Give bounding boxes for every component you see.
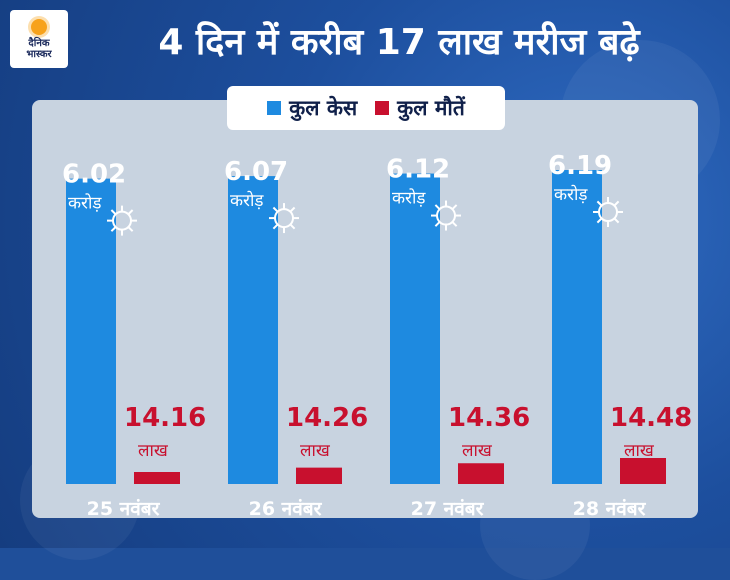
virus-icon-spike (613, 200, 620, 207)
cases-unit-label: करोड़ (554, 184, 588, 205)
x-tick-label: 26 नवंबर (249, 498, 323, 520)
cases-unit-label: करोड़ (230, 190, 264, 211)
deaths-unit-label: लाख (300, 441, 331, 461)
deaths-value-label: 14.48 (610, 403, 692, 433)
deaths-unit-label: लाख (462, 441, 493, 461)
x-tick-label: 25 नवंबर (87, 498, 161, 520)
virus-icon-spike (451, 221, 458, 227)
virus-icon-spike (289, 223, 296, 230)
virus-icon-spike (596, 200, 603, 207)
virus-icon-spike (127, 226, 134, 232)
bar-deaths (296, 467, 342, 484)
cases-value-label: 6.02 (62, 160, 126, 190)
dainik-bhaskar-logo: दैनिक भास्कर (10, 10, 68, 68)
bar-deaths (620, 458, 666, 484)
bar-cases (228, 176, 278, 485)
virus-icon-spike (110, 209, 117, 215)
virus-icon-spike (272, 206, 279, 213)
sun-icon (31, 18, 47, 35)
legend: कुल केस कुल मौतें (227, 86, 505, 130)
cases-unit-label: करोड़ (68, 193, 102, 214)
bar-chart: 6.02 करोड़ 14.16 लाख 25 नवंबर 6.07 करोड़ 14.26 ल… (62, 151, 692, 520)
legend-swatch-deaths (375, 101, 390, 115)
x-tick-label: 27 नवंबर (411, 498, 485, 520)
virus-icon-spike (110, 226, 117, 232)
virus-icon-spike (613, 217, 620, 224)
virus-icon-spike (434, 204, 441, 210)
virus-icon-spike (451, 204, 458, 210)
deaths-unit-label: लाख (138, 441, 169, 461)
bar-deaths (458, 463, 504, 484)
virus-icon-spike (127, 209, 134, 215)
deaths-unit-label: लाख (624, 441, 655, 461)
legend-item-deaths: कुल मौतें (375, 94, 465, 122)
legend-swatch-cases (267, 101, 282, 115)
bar-deaths (134, 472, 180, 484)
virus-icon-spike (272, 223, 279, 230)
cases-unit-label: करोड़ (392, 188, 426, 209)
legend-item-cases: कुल केस (267, 94, 357, 122)
legend-label-cases: कुल केस (289, 96, 358, 120)
virus-icon-spike (596, 217, 603, 224)
bar-cases (552, 170, 602, 484)
virus-icon-spike (289, 206, 296, 213)
x-tick-label: 28 नवंबर (573, 498, 647, 520)
bar-cases (66, 178, 116, 484)
deaths-value-label: 14.36 (448, 403, 530, 433)
virus-icon-spike (434, 221, 441, 227)
deaths-value-label: 14.26 (286, 403, 368, 433)
chart-title: 4 दिन में करीब 17 लाख मरीज बढ़े (158, 21, 640, 63)
cases-value-label: 6.07 (224, 157, 288, 187)
cases-value-label: 6.12 (386, 155, 450, 185)
bar-cases (390, 173, 440, 484)
logo-line1: दैनिक (28, 37, 50, 49)
deaths-value-label: 14.16 (124, 403, 206, 433)
legend-label-deaths: कुल मौतें (397, 96, 465, 120)
cases-value-label: 6.19 (548, 151, 612, 181)
logo-line2: भास्कर (26, 48, 52, 60)
